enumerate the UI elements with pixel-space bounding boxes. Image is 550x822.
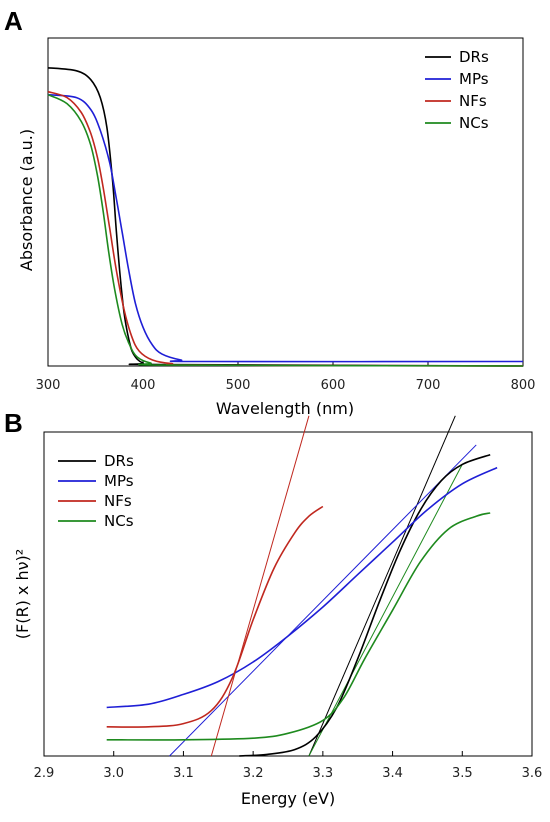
panel-label-b: B: [4, 408, 23, 438]
chart-b-series-drs: [239, 453, 491, 757]
chart-a-series-nfs: [47, 90, 524, 367]
chart-a-xlabel: Wavelength (nm): [216, 399, 354, 418]
chart-b-series-mps: [106, 466, 498, 709]
chart-b-xlabel: Energy (eV): [241, 789, 335, 808]
chart-a-xtick-label: 800: [511, 378, 536, 393]
chart-b-xtick-label: 3.1: [173, 766, 194, 781]
chart-b-legend-label: DRs: [104, 452, 134, 470]
chart-b-series-ncs: [106, 512, 491, 741]
chart-b-xtick-label: 3.2: [243, 766, 264, 781]
chart-b-legend-label: MPs: [104, 472, 134, 490]
chart-a-ylabel: Absorbance (a.u.): [17, 129, 36, 271]
chart-a: 300 400 500 600 700 800 Wavelength (nm) Absor…: [17, 37, 536, 418]
chart-a-xtick-label: 600: [321, 378, 346, 393]
panel-label-a: A: [4, 6, 23, 36]
chart-a-legend-label: MPs: [459, 70, 489, 88]
chart-b-xtick-label: 3.0: [103, 766, 124, 781]
chart-b-xtick-label: 2.9: [34, 766, 55, 781]
chart-a-xtick-label: 700: [416, 378, 441, 393]
chart-b-tangent-nfs: [210, 415, 310, 757]
chart-b-frame: [43, 431, 533, 757]
chart-b: 2.9 3.0 3.1 3.2 3.3 3.4 3.5 3.6 Energy (eV) (F(…: [13, 415, 543, 808]
chart-a-legend-label: NCs: [459, 114, 489, 132]
chart-b-xtick-label: 3.3: [313, 766, 334, 781]
chart-b-xtick-label: 3.5: [452, 766, 473, 781]
chart-b-xtick-label: 3.6: [522, 766, 543, 781]
chart-a-xtick-label: 500: [226, 378, 251, 393]
chart-b-ylabel: (F(R) x hν)²: [13, 549, 32, 639]
chart-b-series-nfs: [106, 505, 324, 728]
chart-b-tangent-drs: [308, 415, 456, 757]
chart-b-legend-label: NCs: [104, 512, 134, 530]
chart-b-tangent-mps: [169, 444, 477, 757]
chart-a-legend-label: DRs: [459, 48, 489, 66]
chart-b-legend-label: NFs: [104, 492, 132, 510]
chart-a-frame: [47, 37, 524, 367]
chart-a-legend-label: NFs: [459, 92, 487, 110]
chart-b-tangent-ncs: [308, 464, 463, 757]
chart-a-series-mps: [47, 93, 524, 363]
chart-a-series-ncs: [47, 93, 524, 367]
chart-a-xtick-label: 300: [36, 378, 61, 393]
chart-a-xtick-label: 400: [131, 378, 156, 393]
chart-b-xtick-label: 3.4: [382, 766, 403, 781]
